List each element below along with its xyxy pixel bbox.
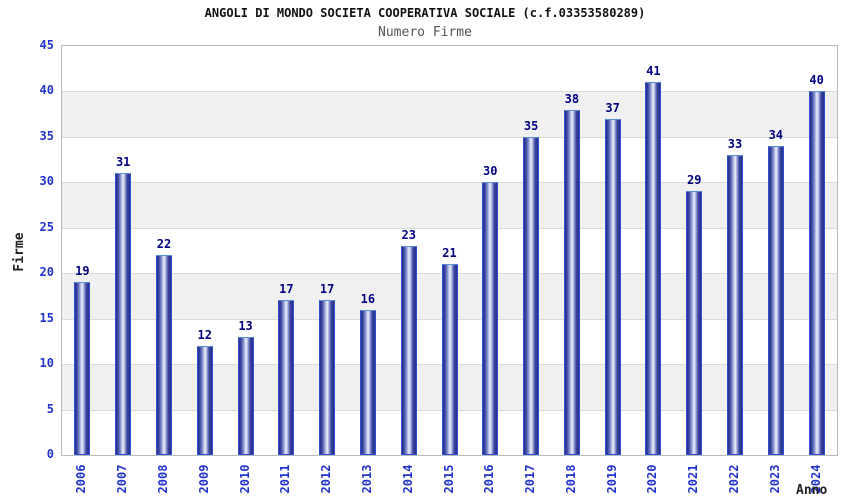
x-tick-label: 2014: [400, 464, 415, 494]
bar-value-label: 21: [442, 246, 457, 261]
bar: [196, 345, 213, 455]
x-tick-label: 2019: [604, 464, 619, 494]
gridline: [62, 136, 837, 138]
bar-value-label: 38: [564, 91, 580, 106]
x-tick-label: 2006: [74, 464, 89, 494]
bar: [319, 300, 336, 455]
bar: [400, 245, 417, 455]
grid-band: [62, 91, 837, 137]
chart-subtitle: Numero Firme: [378, 25, 472, 40]
bar-value-label: 41: [646, 64, 661, 79]
x-tick-label: 2015: [441, 464, 456, 494]
grid-band: [62, 46, 837, 92]
x-tick-label: 2008: [155, 464, 170, 494]
bar-value-label: 37: [605, 100, 620, 115]
bar-value-label: 17: [279, 282, 294, 297]
bar: [523, 136, 540, 455]
plot-area: 19 31 22 12 13 17 17 16 23 21 30 35 38 37 41 29 33 34 40: [61, 45, 838, 456]
x-tick-label: 2021: [686, 464, 701, 494]
x-tick-label: 2007: [115, 464, 130, 494]
bar: [278, 300, 295, 455]
bar-value-label: 40: [809, 73, 824, 88]
bar: [604, 118, 621, 455]
y-tick-label: 40: [39, 83, 54, 98]
bar: [767, 145, 784, 455]
x-tick-label: 2009: [196, 464, 211, 494]
bar: [808, 91, 825, 455]
x-axis-label: Anno: [796, 483, 828, 498]
y-tick-label: 25: [39, 219, 54, 234]
bar-value-label: 23: [401, 227, 416, 242]
bar: [645, 82, 662, 455]
gridline: [62, 182, 837, 184]
bar: [727, 155, 744, 455]
grid-band: [62, 136, 837, 183]
gridline: [62, 227, 837, 229]
x-tick-label: 2016: [482, 464, 497, 494]
bar-value-label: 13: [238, 318, 253, 333]
bar: [686, 191, 703, 455]
x-tick-label: 2013: [359, 464, 374, 494]
bar: [441, 264, 458, 455]
bar-value-label: 35: [523, 118, 539, 133]
gridline: [62, 91, 837, 93]
bar-value-label: 19: [75, 264, 90, 279]
bar-value-label: 29: [687, 173, 702, 188]
y-tick-label: 15: [39, 310, 54, 325]
bar-value-label: 34: [768, 127, 784, 142]
y-tick-label: 10: [39, 356, 54, 371]
x-tick-label: 2017: [523, 464, 538, 494]
x-tick-label: 2010: [237, 464, 252, 494]
bar-value-label: 17: [319, 282, 335, 297]
x-tick-label: 2018: [563, 464, 578, 494]
chart-title: ANGOLI DI MONDO SOCIETA COOPERATIVA SOCI…: [204, 6, 646, 20]
bar: [237, 336, 254, 455]
x-tick-label: 2012: [319, 464, 334, 494]
y-tick-label: 30: [39, 174, 54, 189]
x-tick-label: 2011: [278, 464, 293, 494]
y-tick-label: 20: [39, 265, 54, 280]
bar-value-label: 22: [156, 237, 172, 252]
bar-value-label: 33: [727, 137, 743, 152]
x-tick-label: 2022: [727, 464, 742, 494]
y-tick-label: 5: [46, 401, 54, 416]
x-tick-label: 2023: [767, 464, 782, 494]
bar: [155, 255, 172, 455]
bar: [563, 109, 580, 455]
bar: [74, 282, 91, 455]
bar-value-label: 31: [115, 155, 131, 170]
bar: [115, 173, 132, 455]
y-tick-label: 35: [39, 128, 54, 143]
x-tick-label: 2020: [645, 464, 660, 494]
y-tick-label: 45: [39, 38, 54, 52]
y-tick-label: 0: [46, 447, 54, 461]
grid-band: [62, 182, 837, 228]
bar-value-label: 12: [197, 327, 212, 342]
bar-value-label: 16: [360, 291, 376, 306]
bar: [359, 309, 376, 455]
bar: [482, 182, 499, 455]
bar-value-label: 30: [483, 164, 498, 179]
